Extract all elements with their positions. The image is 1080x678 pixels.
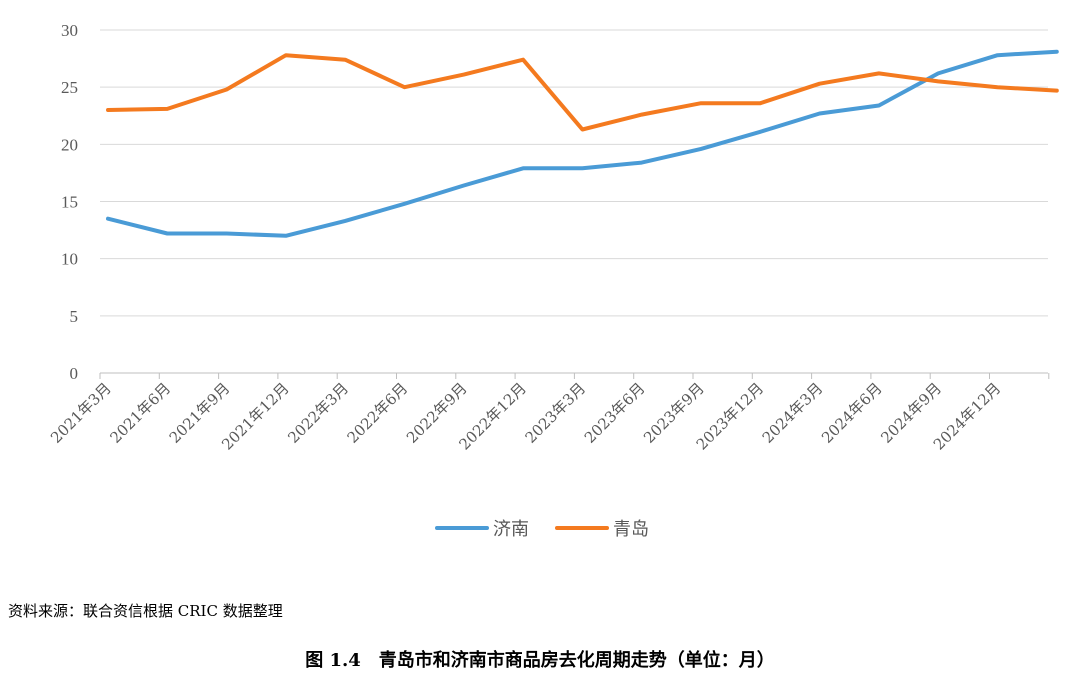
x-tick-label: 2023年6月: [581, 379, 649, 447]
series-line-1: [106, 49, 1059, 238]
x-tick-label: 2022年3月: [284, 379, 352, 447]
y-tick-label: 20: [61, 135, 78, 154]
y-tick-label: 15: [61, 193, 78, 212]
y-tick-label: 30: [61, 21, 78, 40]
y-tick-label: 0: [70, 364, 79, 383]
source-note: 资料来源：联合资信根据 CRIC 数据整理: [8, 602, 283, 620]
y-tick-label: 10: [61, 250, 78, 269]
y-axis: 0 5 10 15 20 25 30: [61, 21, 78, 383]
x-tick-label: 2024年3月: [759, 379, 827, 447]
x-tick-label: 2024年6月: [818, 379, 886, 447]
y-tick-label: 25: [61, 78, 78, 97]
x-tick-label: 2022年6月: [344, 379, 412, 447]
x-tick-label: 2021年6月: [106, 379, 174, 447]
x-tick-label: 2023年3月: [522, 379, 590, 447]
series-line-2: [106, 53, 1059, 132]
line-chart: 0 5 10 15 20 25 30 2021年3月2021年6月2021年9月2021年1…: [47, 21, 1059, 540]
gridlines: [100, 29, 1048, 317]
legend: 济南 青岛: [435, 519, 649, 540]
x-axis: 2021年3月2021年6月2021年9月2021年12月2022年3月2022…: [47, 372, 1050, 454]
x-tick-label: 2021年3月: [47, 379, 115, 447]
legend-label-2: 青岛: [613, 519, 649, 540]
figure-caption: 图 1.4 青岛市和济南市商品房去化周期走势（单位：月）: [305, 650, 775, 671]
series-lines: [106, 49, 1059, 238]
y-tick-label: 5: [70, 307, 79, 326]
legend-label-1: 济南: [493, 519, 529, 540]
